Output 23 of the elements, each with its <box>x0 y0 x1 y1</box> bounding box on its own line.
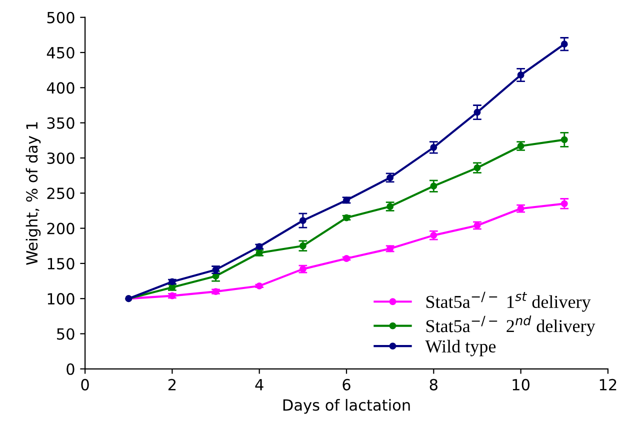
y-tick-label: 0 <box>66 363 74 375</box>
y-tick-label: 250 <box>47 188 74 200</box>
y-tick-label: 50 <box>57 328 74 340</box>
x-tick-label: 8 <box>430 378 438 390</box>
y-tick-label: 200 <box>47 222 74 234</box>
legend-label: Wild type <box>425 340 496 356</box>
legend-label: Stat5a$^{−/−}$ 1$^{st}$ delivery <box>426 292 591 312</box>
y-tick-label: 450 <box>46 46 74 59</box>
y-tick-label: 100 <box>48 293 74 305</box>
x-tick-label: 10 <box>512 378 530 390</box>
y-tick-label: 500 <box>47 12 74 24</box>
y-tick-label: 350 <box>47 117 74 129</box>
x-axis-title: Days of lactation <box>283 398 410 414</box>
x-tick-label: 12 <box>600 378 616 390</box>
legend-label: Stat5a$^{−/−}$ 2$^{nd}$ delivery <box>426 316 596 336</box>
y-tick-label: 400 <box>46 82 74 94</box>
y-tick-label: 150 <box>48 258 74 270</box>
x-tick-label: 6 <box>342 378 350 390</box>
y-axis-title: Weight, % of day 1 <box>26 122 41 265</box>
x-tick-label: 0 <box>81 378 89 390</box>
y-tick-label: 300 <box>47 152 74 164</box>
x-tick-label: 2 <box>168 378 176 390</box>
x-tick-label: 4 <box>255 379 264 390</box>
